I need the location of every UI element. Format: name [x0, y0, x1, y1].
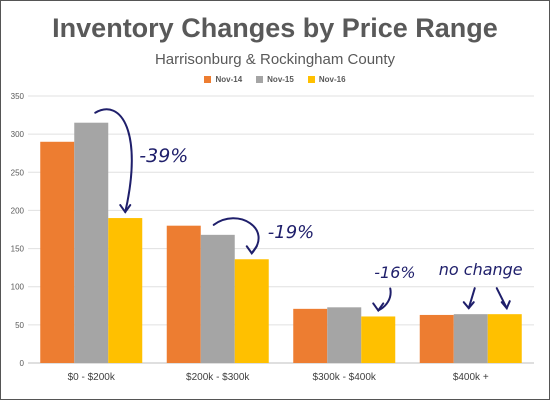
y-tick-label: 50 [15, 321, 24, 330]
y-tick-label: 200 [11, 206, 25, 215]
bar-nov-14 [40, 141, 75, 363]
bar-nov-14 [419, 314, 454, 363]
y-tick-label: 350 [11, 92, 25, 101]
legend-label: Nov-16 [318, 75, 346, 84]
y-tick-label: 150 [11, 245, 25, 254]
x-tick-label: $300k - $400k [313, 372, 377, 383]
bar-nov-15 [327, 307, 362, 363]
legend: Nov-14 Nov-15 Nov-16 [1, 75, 549, 84]
arrow-head [462, 301, 475, 310]
x-tick-label: $400k + [453, 372, 489, 383]
legend-item-nov-14: Nov-14 [204, 75, 242, 84]
legend-label: Nov-14 [215, 75, 243, 84]
y-tick-label: 300 [11, 130, 25, 139]
legend-item-nov-16: Nov-16 [307, 75, 346, 84]
arrow-head [500, 300, 511, 311]
y-tick-label: 0 [20, 359, 25, 368]
arrow-head [245, 245, 258, 255]
bar-nov-16 [108, 218, 143, 363]
bar-nov-15 [453, 314, 488, 363]
bar-nov-16 [361, 316, 396, 363]
annotation-minus-16: -16% [374, 263, 415, 282]
bar-nov-15 [200, 234, 235, 363]
bar-nov-14 [166, 225, 201, 363]
x-tick-label: $200k - $300k [186, 372, 250, 383]
y-tick-label: 250 [11, 168, 25, 177]
bar-nov-15 [74, 122, 109, 363]
annotation-arrow [467, 287, 476, 310]
legend-swatch [204, 76, 212, 83]
x-tick-label: $0 - $200k [68, 372, 116, 383]
chart-title: Inventory Changes by Price Range [52, 13, 498, 43]
bar-nov-16 [234, 259, 269, 363]
legend-item-nov-15: Nov-15 [256, 75, 294, 84]
legend-swatch [307, 76, 315, 83]
annotation-minus-19: -19% [268, 222, 315, 243]
arrow-head [119, 204, 132, 214]
annotation-minus-39: -39% [139, 145, 188, 167]
y-tick-label: 100 [11, 283, 25, 292]
bar-nov-16 [487, 314, 522, 363]
arrow-head [372, 302, 385, 313]
legend-label: Nov-15 [267, 75, 294, 84]
bar-nov-14 [293, 308, 328, 363]
annotation-no-change: no change [439, 260, 523, 279]
chart-subtitle: Harrisonburg & Rockingham County [154, 51, 396, 68]
annotation-arrow [94, 108, 133, 214]
legend-swatch [256, 76, 264, 83]
